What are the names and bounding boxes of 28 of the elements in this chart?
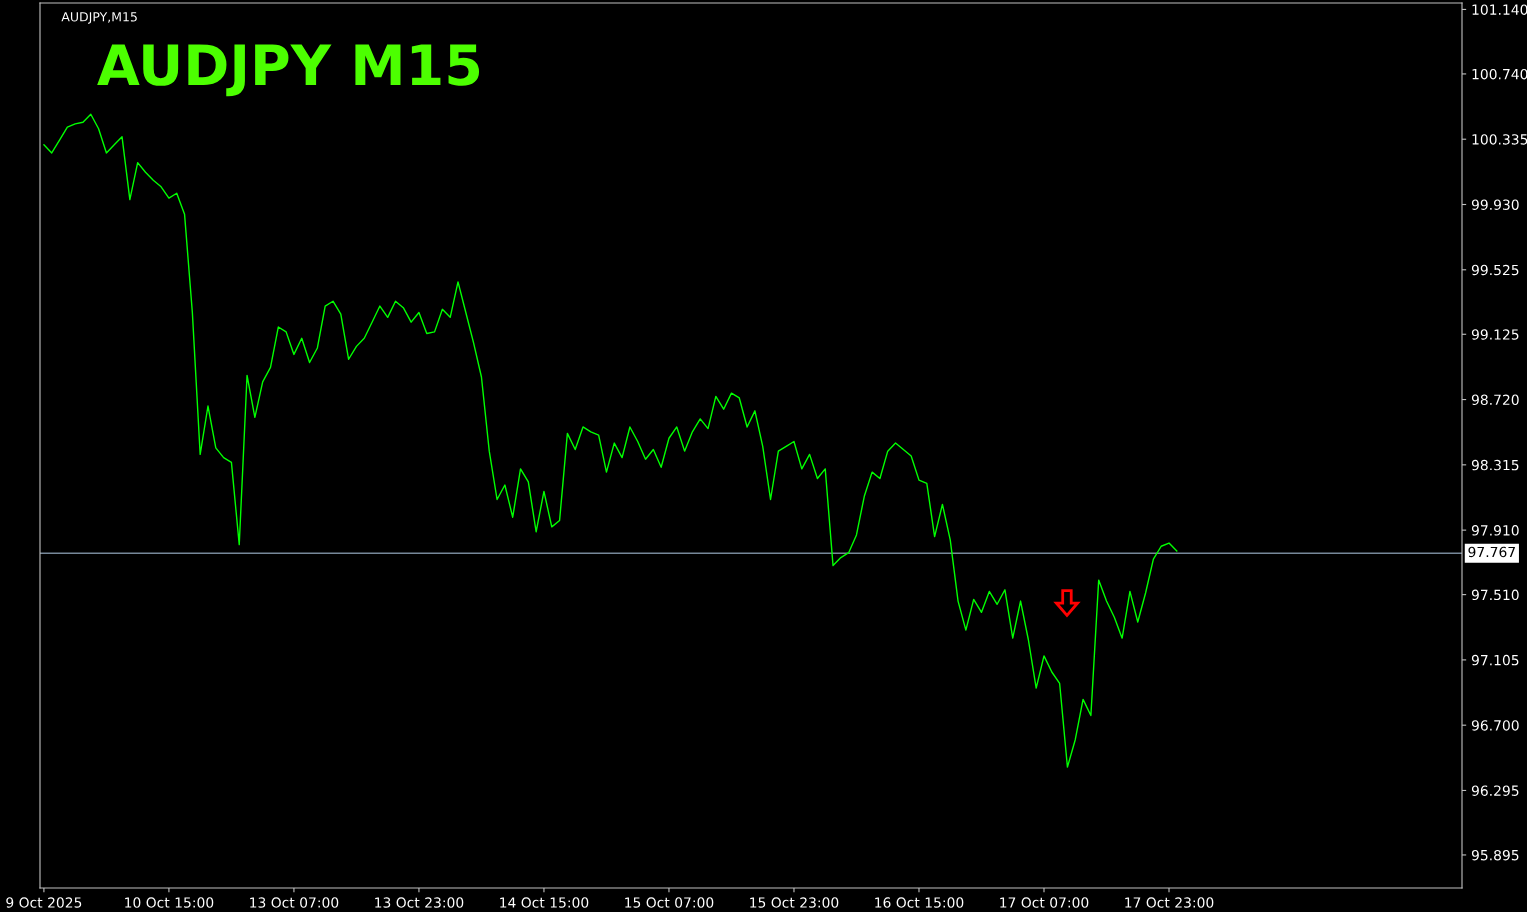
y-tick-label: 96.295 [1471,785,1519,796]
y-tick-label: 99.525 [1471,264,1519,276]
y-tick-label: 97.910 [1471,525,1519,536]
y-tick-label: 99.125 [1471,329,1519,340]
y-tick-label: 96.700 [1471,720,1519,731]
text: AUDJPY,M15 [61,12,137,24]
ref-line-label: 97.767 [1468,546,1515,558]
text: AUDJPY M15 [97,44,480,97]
x-tick-label: 15 Oct 23:00 [750,897,839,908]
line-series [43,113,1178,768]
y-tick-label: 95.895 [1471,849,1519,861]
y-tick-label: 101.140 [1472,4,1527,15]
y-tick-label: 98.720 [1471,394,1519,406]
x-tick-label: 17 Oct 23:00 [1125,897,1214,908]
x-tick-label: 13 Oct 07:00 [250,897,339,908]
x-tick-label: 16 Oct 15:00 [875,897,964,908]
x-tick-label: 9 Oct 2025 [6,897,82,908]
y-tick-label: 100.740 [1472,68,1527,80]
y-tick-label: 100.335 [1472,134,1527,145]
y-tick-label: 97.510 [1471,589,1519,601]
y-tick-label: 98.315 [1471,459,1519,471]
x-tick-label: 17 Oct 07:00 [1000,897,1089,908]
y-tick-label: 99.930 [1471,199,1519,210]
y-tick-label: 97.105 [1471,654,1519,666]
x-tick-label: 14 Oct 15:00 [500,897,589,908]
x-tick-label: 15 Oct 07:00 [625,897,714,908]
x-tick-label: 10 Oct 15:00 [125,897,214,908]
x-tick-label: 13 Oct 23:00 [375,897,464,908]
